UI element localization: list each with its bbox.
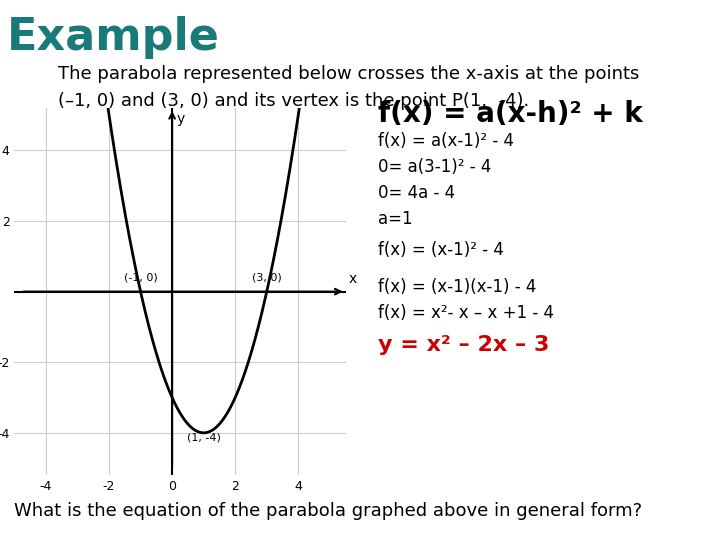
Text: (–1, 0) and (3, 0) and its vertex is the point P(1,  -4).: (–1, 0) and (3, 0) and its vertex is the… [58, 92, 529, 110]
Text: f(x) = x²- x – x +1 - 4: f(x) = x²- x – x +1 - 4 [378, 304, 554, 322]
Text: x: x [348, 272, 357, 286]
Text: a=1: a=1 [378, 210, 413, 228]
Text: (1, -4): (1, -4) [186, 433, 220, 443]
Text: f(x) = (x-1)(x-1) - 4: f(x) = (x-1)(x-1) - 4 [378, 278, 536, 296]
Text: Example: Example [7, 16, 220, 59]
Text: 0= 4a - 4: 0= 4a - 4 [378, 184, 455, 202]
Text: y = x² – 2x – 3: y = x² – 2x – 3 [378, 335, 549, 355]
Text: The parabola represented below crosses the x-axis at the points: The parabola represented below crosses t… [58, 65, 639, 83]
Text: (3, 0): (3, 0) [252, 273, 282, 283]
Text: f(x) = (x-1)² - 4: f(x) = (x-1)² - 4 [378, 241, 504, 259]
Text: y: y [177, 112, 185, 125]
Text: f(x) = a(x-h)² + k: f(x) = a(x-h)² + k [378, 100, 643, 128]
Text: (-1, 0): (-1, 0) [124, 273, 158, 283]
Text: What is the equation of the parabola graphed above in general form?: What is the equation of the parabola gra… [14, 502, 642, 520]
Text: 0= a(3-1)² - 4: 0= a(3-1)² - 4 [378, 158, 491, 176]
Text: f(x) = a(x-1)² - 4: f(x) = a(x-1)² - 4 [378, 132, 514, 150]
